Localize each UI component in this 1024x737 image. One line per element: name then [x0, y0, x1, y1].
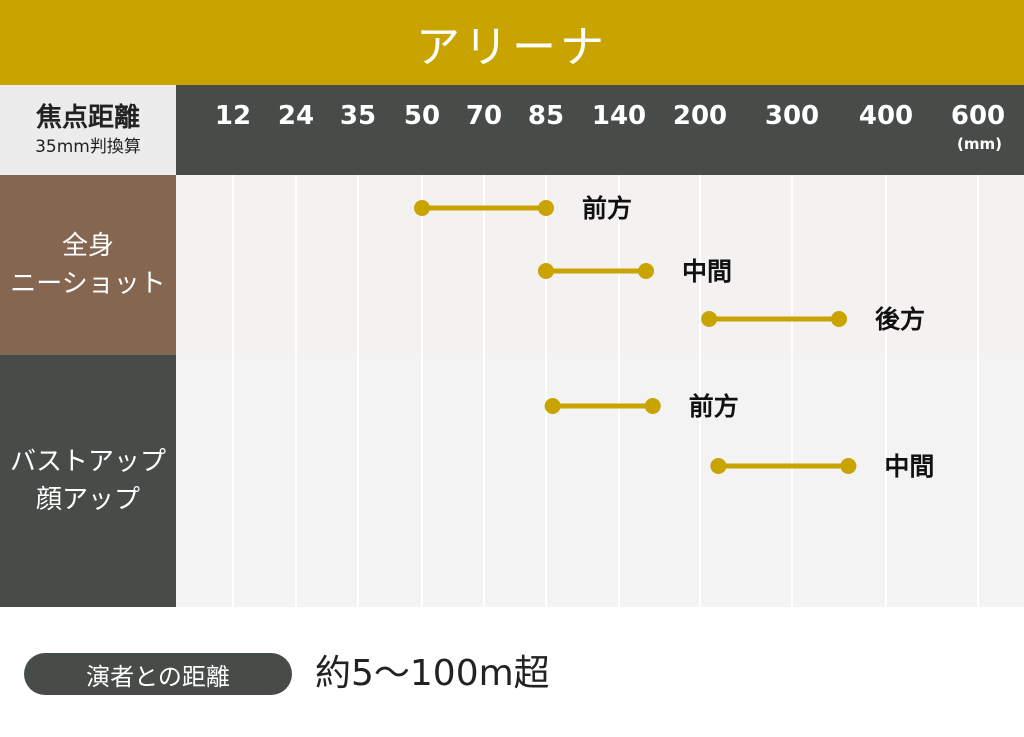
range-label: 前方: [689, 392, 739, 421]
distance-label: 演者との距離: [24, 653, 292, 695]
chart-title: アリーナ: [0, 0, 1024, 85]
range-end-point: [840, 458, 857, 474]
focal-length-label-main: 焦点距離: [35, 103, 140, 133]
x-tick-label-85: 85: [527, 101, 565, 131]
range-bar-bust_up-4: 中間: [710, 452, 934, 481]
plot-bg-bust-up: [176, 355, 1024, 607]
range-label: 後方: [875, 305, 925, 334]
range-end-point: [638, 263, 654, 279]
x-axis-unit: (mm): [957, 135, 1002, 153]
category-full-body: 全身 ニーショット: [0, 175, 176, 355]
x-tick-label-140: 140: [591, 101, 647, 131]
range-label: 中間: [884, 452, 934, 481]
category-bust-up-line2: 顔アップ: [35, 485, 140, 515]
range-bar-bust_up-3: 前方: [544, 392, 739, 421]
focal-length-label-sub: 35mm判換算: [35, 137, 141, 157]
range-start-point: [538, 263, 554, 279]
category-full-body-line2: ニーショット: [10, 269, 166, 299]
range-label: 中間: [682, 257, 732, 286]
range-bar-full_body-0: 前方: [414, 194, 632, 223]
x-axis-tick-band: (mm) 12 24 35 50 70 85 140 200 300 400 600: [176, 85, 1024, 175]
x-tick-label-70: 70: [465, 101, 503, 131]
x-tick-label-200: 200: [672, 101, 728, 131]
range-end-point: [831, 311, 847, 327]
x-tick-label-50: 50: [403, 101, 441, 131]
range-label: 前方: [582, 194, 632, 223]
range-end-point: [538, 200, 554, 216]
category-bust-up: バストアップ 顔アップ: [0, 355, 176, 607]
distance-value: 約5〜100m超: [315, 653, 550, 694]
range-start-point: [544, 398, 561, 414]
range-bar-full_body-1: 中間: [538, 257, 732, 286]
range-start-point: [710, 458, 727, 474]
x-tick-label-12: 12: [214, 101, 252, 131]
range-end-point: [644, 398, 661, 414]
x-tick-label-400: 400: [858, 101, 914, 131]
x-tick-label-35: 35: [339, 101, 377, 131]
range-bar-full_body-2: 後方: [701, 305, 925, 334]
plot-bg-full-body: [176, 175, 1024, 355]
category-bust-up-line1: バストアップ: [9, 447, 166, 477]
category-full-body-line1: 全身: [61, 231, 114, 261]
range-start-point: [414, 200, 430, 216]
x-tick-label-300: 300: [764, 101, 820, 131]
x-tick-label-24: 24: [277, 101, 315, 131]
x-tick-label-600: 600: [950, 101, 1006, 131]
focal-length-label: 焦点距離 35mm判換算: [0, 85, 176, 175]
range-start-point: [701, 311, 718, 327]
